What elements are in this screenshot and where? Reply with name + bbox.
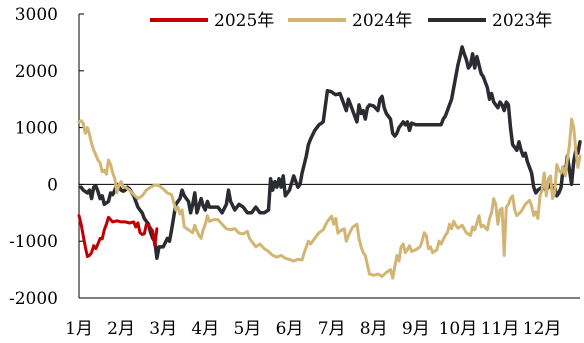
y-axis: 3000 2000 1000 0 -1000 -2000 <box>9 5 84 309</box>
y-tick-label: 1000 <box>15 119 58 139</box>
y-tick-label: 0 <box>47 175 58 195</box>
x-tick-label: 1月 <box>65 319 93 339</box>
series-line-2024年 <box>77 117 582 280</box>
x-tick-label: 12月 <box>523 319 562 339</box>
legend-label: 2025年 <box>214 11 274 31</box>
legend-label: 2023年 <box>492 11 552 31</box>
series-line-2025年 <box>77 214 159 258</box>
legend: 2025年 2024年 2023年 <box>150 11 552 31</box>
x-tick-label: 3月 <box>149 319 177 339</box>
x-tick-label: 11月 <box>481 319 520 339</box>
x-axis: 1月 2月 3月 4月 5月 6月 7月 8月 9月 10月 11月 12月 <box>65 297 580 339</box>
series-layer <box>77 45 582 280</box>
x-tick-label: 8月 <box>360 319 388 339</box>
x-tick-label: 10月 <box>439 319 478 339</box>
x-tick-label: 7月 <box>318 319 346 339</box>
x-tick-label: 5月 <box>233 319 261 339</box>
y-tick-label: 3000 <box>15 5 58 25</box>
y-tick-label: -2000 <box>9 289 58 309</box>
x-tick-label: 6月 <box>276 319 304 339</box>
y-tick-label: 2000 <box>15 62 58 82</box>
x-tick-label: 2月 <box>107 319 135 339</box>
x-tick-label: 9月 <box>402 319 430 339</box>
legend-label: 2024年 <box>352 11 412 31</box>
y-tick-label: -1000 <box>9 232 58 252</box>
x-tick-label: 4月 <box>191 319 219 339</box>
